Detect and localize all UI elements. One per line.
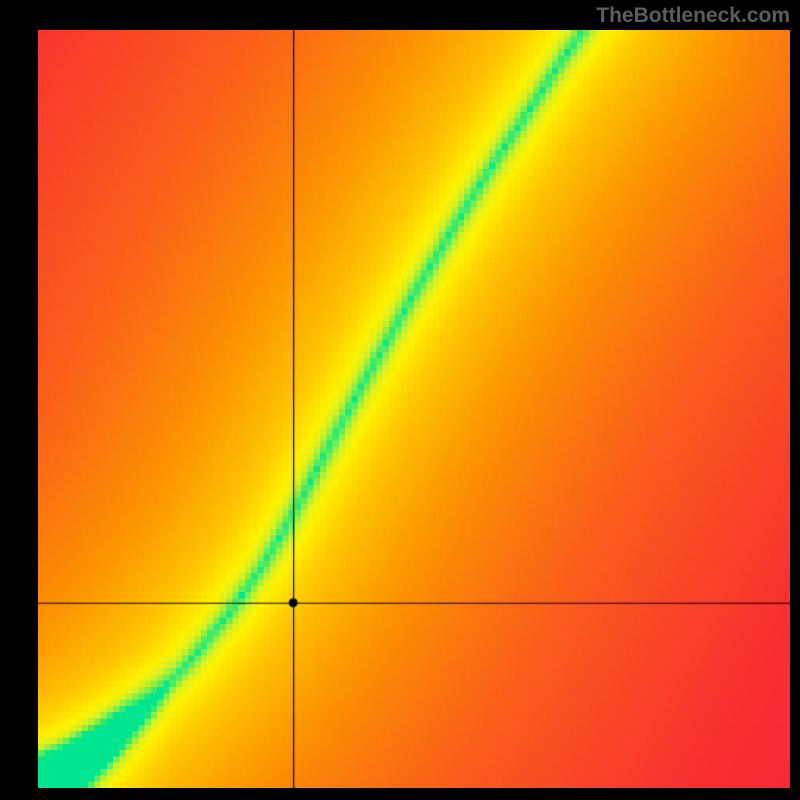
watermark-text: TheBottleneck.com — [596, 4, 790, 28]
crosshair-overlay — [38, 30, 790, 788]
chart-container: TheBottleneck.com — [0, 0, 800, 800]
